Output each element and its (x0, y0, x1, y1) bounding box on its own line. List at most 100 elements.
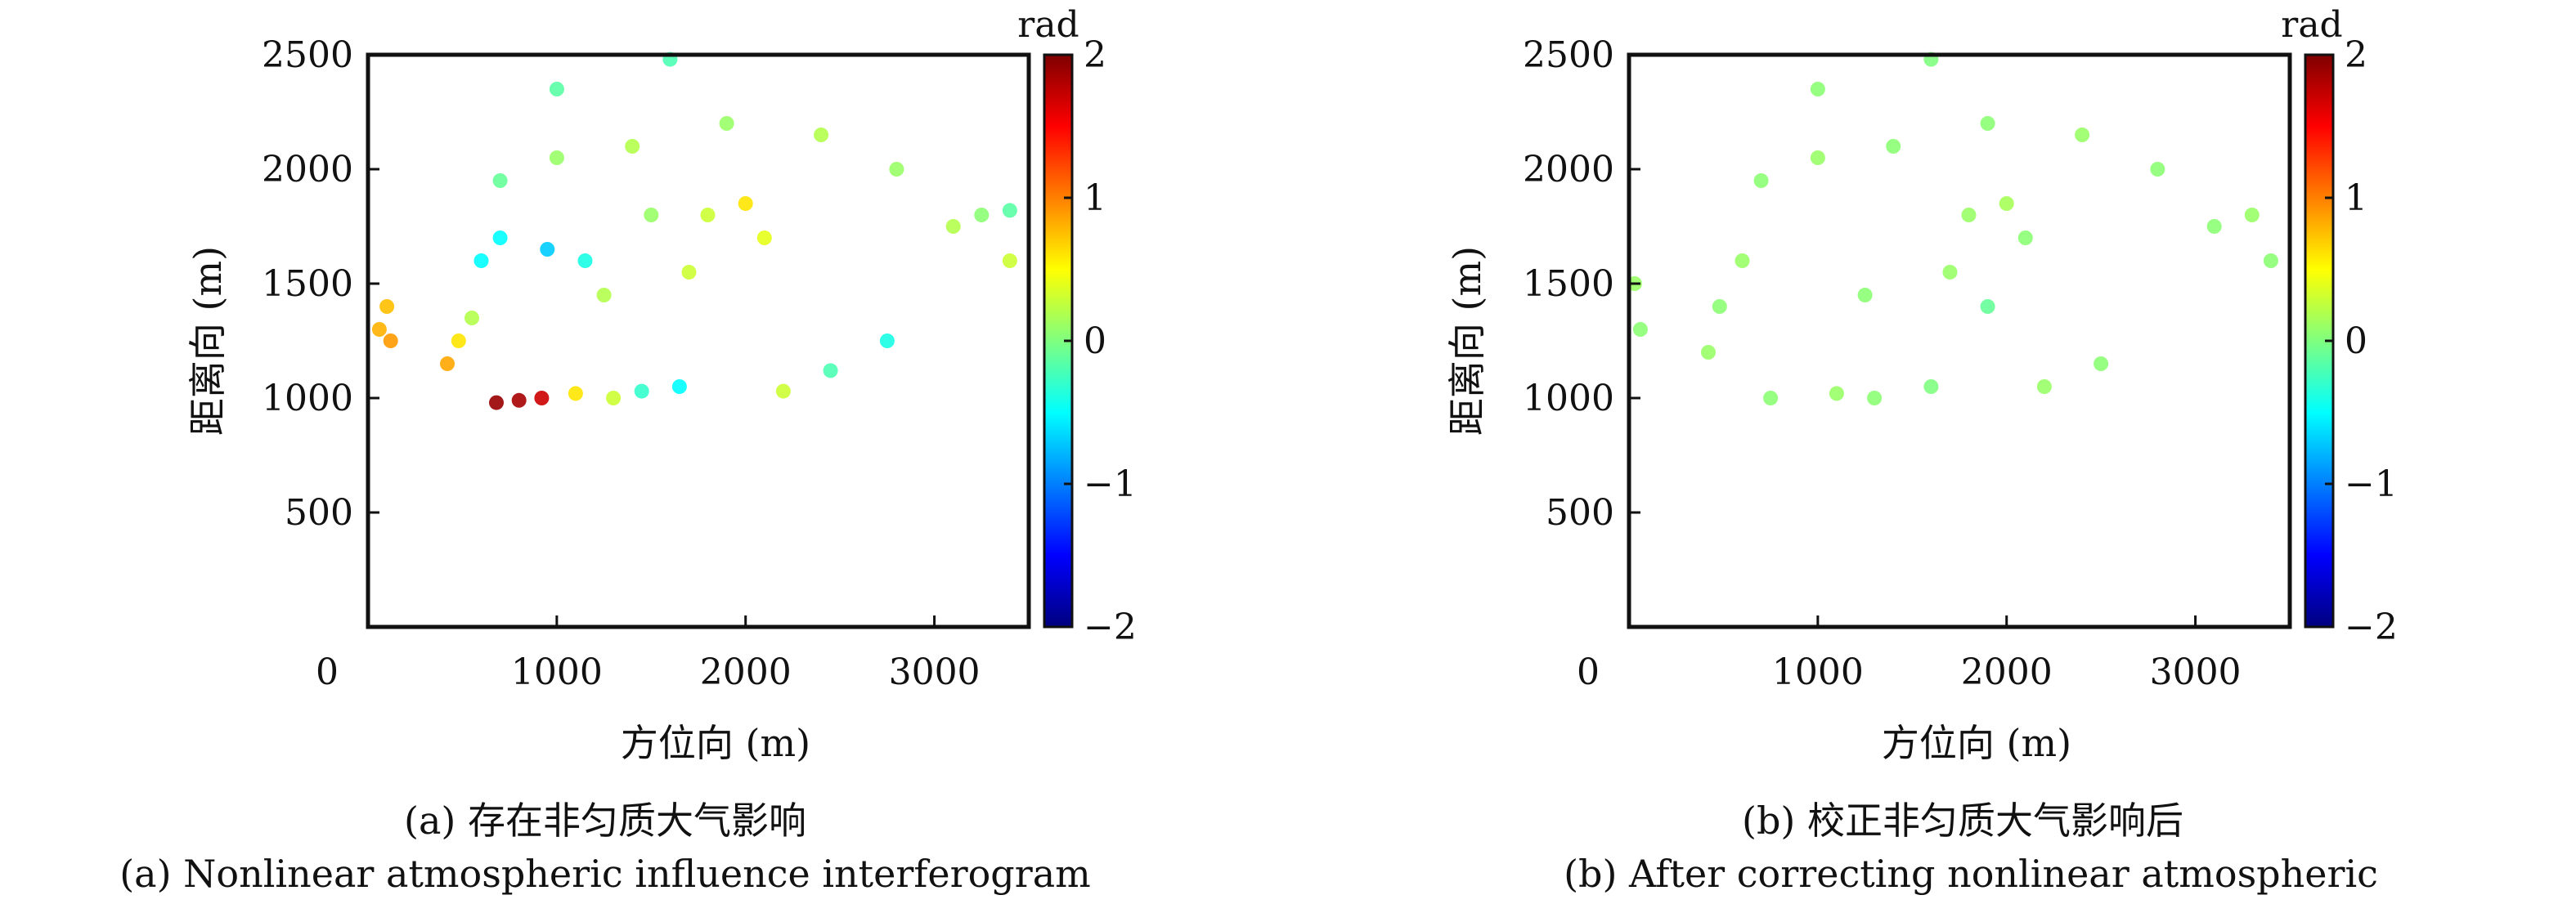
pa-point-10 (606, 391, 622, 405)
pb-point-18 (2075, 128, 2090, 142)
pa-colorbar-tick-label-2: 0 (1084, 320, 1106, 362)
pa-point-36 (681, 265, 697, 280)
panel-a-x-ticks: 0 1000 2000 3000 (316, 615, 981, 693)
pa-point-5 (464, 311, 479, 325)
pa-point-37 (596, 288, 612, 302)
pb-point-13 (1886, 139, 1901, 154)
pb-y-tick-label-1: 1000 (1523, 378, 1614, 419)
panel-a-colorbar-label: rad (1017, 4, 1079, 46)
panel-b-colorbar: −2 −1 0 1 2 rad (2281, 4, 2398, 648)
pa-x-tick-label-2: 2000 (700, 651, 792, 693)
pb-point-2 (1701, 345, 1716, 360)
panel-b-points (1627, 51, 2278, 405)
pa-point-12 (671, 379, 687, 394)
pa-point-22 (625, 139, 640, 154)
pa-point-0 (371, 322, 387, 337)
pa-x-tick-label-0: 0 (316, 651, 339, 693)
pa-colorbar-tick-label-1: −1 (1084, 463, 1137, 505)
pb-point-15 (1999, 196, 2014, 211)
pa-point-25 (738, 196, 753, 211)
pa-point-18 (540, 242, 555, 257)
pa-y-tick-label-0: 500 (285, 492, 353, 534)
pa-point-28 (814, 128, 829, 142)
panel-a-points (371, 51, 1017, 410)
pb-point-6 (1829, 386, 1844, 401)
pa-point-3 (440, 356, 455, 371)
pb-point-26 (2263, 253, 2278, 268)
pb-x-tick-label-1: 1000 (1772, 651, 1864, 693)
pa-point-26 (756, 230, 772, 245)
pb-colorbar-tick-label-1: −1 (2345, 463, 2398, 505)
pb-point-20 (2206, 219, 2222, 234)
pa-point-16 (473, 253, 489, 268)
panel-b-x-axis-label: 方位向 (m) (1882, 721, 2071, 765)
pa-point-17 (492, 230, 508, 245)
panel-b-caption-zh: (b) 校正非匀质大气影响后 (1742, 799, 2183, 843)
panel-a-plot-frame (366, 52, 1031, 629)
panel-a-y-axis-label: 距离向 (m) (186, 246, 230, 436)
pa-colorbar-tick-label-0: −2 (1084, 606, 1137, 648)
pb-point-8 (1923, 379, 1939, 394)
pa-point-21 (549, 150, 564, 165)
panel-b-colorbar-ticks: −2 −1 0 1 2 (2325, 34, 2398, 648)
pa-point-20 (492, 173, 508, 188)
panel-a-x-axis-label: 方位向 (m) (621, 721, 810, 765)
pa-point-14 (823, 363, 838, 378)
pa-point-34 (549, 82, 564, 96)
pb-colorbar-tick-label-0: −2 (2345, 606, 2398, 648)
pb-y-tick-label-2: 1500 (1523, 263, 1614, 305)
pa-point-30 (945, 219, 961, 234)
panel-b-y-ticks: 500 1000 1500 2000 2500 (1523, 34, 1640, 534)
pa-point-8 (534, 391, 550, 405)
pb-point-3 (1712, 299, 1727, 314)
panel-b-colorbar-label: rad (2281, 4, 2342, 46)
panel-a-y-ticks: 500 1000 1500 2000 2500 (262, 34, 379, 534)
pb-point-25 (1857, 288, 1873, 302)
panel-b: 0 1000 2000 3000 500 1000 1500 2000 2500 方位向 (m… (1445, 4, 2398, 896)
pa-x-tick-label-3: 3000 (889, 651, 981, 693)
pa-y-tick-label-1: 1000 (262, 378, 353, 419)
pb-colorbar-tick-label-3: 1 (2345, 177, 2367, 219)
pb-point-4 (1735, 253, 1750, 268)
pb-x-tick-label-0: 0 (1577, 651, 1600, 693)
pa-point-1 (379, 299, 395, 314)
pb-point-7 (1867, 391, 1883, 405)
pa-point-11 (634, 383, 649, 399)
pa-point-19 (577, 253, 593, 268)
pa-point-2 (383, 333, 398, 348)
panel-a-colorbar: −2 −1 0 1 2 rad (1017, 4, 1137, 648)
pb-x-tick-label-3: 3000 (2150, 651, 2242, 693)
pb-x-tick-label-2: 2000 (1961, 651, 2053, 693)
pa-colorbar-tick-label-3: 1 (1084, 177, 1106, 219)
pa-point-9 (568, 386, 583, 401)
panel-a-caption-en: (a) Nonlinear atmospheric influence inte… (119, 852, 1091, 896)
pb-point-10 (2094, 356, 2109, 371)
pb-point-22 (1810, 82, 1825, 96)
pb-y-tick-label-0: 500 (1546, 492, 1614, 534)
pb-point-17 (1980, 116, 1995, 131)
panel-b-caption-en: (b) After correcting nonlinear atmospher… (1564, 852, 2378, 896)
panel-b-y-axis-label: 距离向 (m) (1445, 246, 1489, 436)
pb-y-tick-label-3: 2000 (1523, 149, 1614, 190)
pa-point-29 (889, 162, 904, 177)
panel-a: 0 1000 2000 3000 500 1000 1500 2000 2500 方位向 (m… (119, 4, 1137, 896)
pa-point-27 (719, 116, 734, 131)
pb-colorbar-tick-label-4: 2 (2345, 34, 2367, 76)
pb-point-14 (1961, 208, 1977, 222)
pb-point-1 (1632, 322, 1648, 337)
pa-y-tick-label-4: 2500 (262, 34, 353, 76)
pa-point-24 (700, 208, 716, 222)
pa-point-31 (974, 208, 990, 222)
pa-point-23 (644, 208, 659, 222)
pb-point-12 (1810, 150, 1825, 165)
pb-y-tick-label-4: 2500 (1523, 34, 1614, 76)
panel-b-x-ticks: 0 1000 2000 3000 (1577, 615, 2242, 693)
pa-point-6 (489, 395, 504, 410)
pa-point-32 (1002, 203, 1017, 218)
pb-colorbar-tick-label-2: 0 (2345, 320, 2367, 362)
pb-point-24 (1942, 265, 1958, 280)
pb-point-16 (2017, 230, 2033, 245)
pb-point-5 (1763, 391, 1779, 405)
pb-point-21 (2244, 208, 2260, 222)
